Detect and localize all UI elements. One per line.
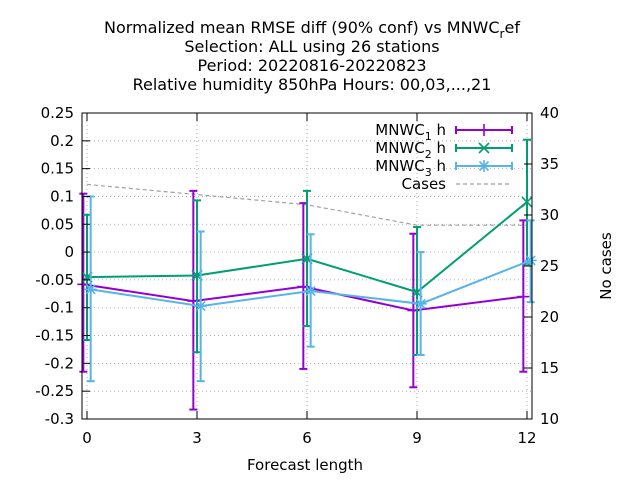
title-line-4: Relative humidity 850hPa Hours: 00,03,..… bbox=[133, 75, 492, 94]
data-point bbox=[478, 160, 490, 172]
data-point bbox=[84, 283, 97, 296]
y2-tick-label: 10 bbox=[540, 410, 559, 428]
y-tick-label: 0.25 bbox=[41, 104, 74, 122]
title-line-3: Period: 20220816-20220823 bbox=[197, 56, 426, 75]
x-tick-label: 0 bbox=[82, 429, 92, 447]
data-point bbox=[521, 196, 533, 208]
y-tick-label: 0.05 bbox=[41, 215, 74, 233]
x-axis-label: Forecast length bbox=[247, 456, 363, 474]
legend-label-2: MNWC2 h bbox=[375, 139, 446, 161]
y2-axis-label: No cases bbox=[597, 232, 615, 300]
y-tick-label: -0.3 bbox=[45, 410, 74, 428]
data-point bbox=[304, 285, 317, 298]
data-point bbox=[517, 290, 530, 303]
data-point bbox=[478, 142, 490, 154]
y-tick-label: -0.2 bbox=[45, 354, 74, 372]
title-line-1: Normalized mean RMSE diff (90% conf) vs … bbox=[104, 18, 520, 41]
y-tick-label: -0.1 bbox=[45, 299, 74, 317]
y-tick-label: -0.25 bbox=[35, 382, 74, 400]
marker-stroke bbox=[415, 298, 426, 309]
legend-label-3: MNWC3 h bbox=[375, 157, 446, 179]
data-point bbox=[524, 254, 537, 267]
marker-stroke bbox=[478, 160, 490, 172]
x-tick-label: 12 bbox=[517, 429, 536, 447]
marker-stroke bbox=[305, 285, 316, 297]
title-line-2: Selection: ALL using 26 stations bbox=[184, 37, 439, 56]
data-point bbox=[194, 300, 207, 313]
series-layer bbox=[77, 138, 537, 411]
y-tick-label: 0.15 bbox=[41, 160, 74, 178]
y2-tick-label: 40 bbox=[540, 104, 559, 122]
data-point bbox=[414, 297, 427, 310]
legend-label-cases: Cases bbox=[401, 175, 446, 193]
y2-tick-label: 15 bbox=[540, 359, 559, 377]
marker-stroke bbox=[521, 196, 533, 208]
marker-stroke bbox=[478, 142, 490, 154]
y-tick-label: 0 bbox=[64, 243, 74, 261]
legend-label-1: MNWC1 h bbox=[375, 121, 446, 143]
marker-stroke bbox=[525, 255, 536, 266]
x-tick-label: 3 bbox=[192, 429, 202, 447]
y2-tick-label: 35 bbox=[540, 155, 559, 173]
y2-tick-label: 20 bbox=[540, 308, 559, 326]
chart-title: Normalized mean RMSE diff (90% conf) vs … bbox=[104, 18, 520, 94]
y2-tick-label: 30 bbox=[540, 206, 559, 224]
y-tick-label: -0.05 bbox=[35, 271, 74, 289]
y-tick-label: 0.2 bbox=[50, 132, 74, 150]
y2-tick-label: 25 bbox=[540, 257, 559, 275]
x-tick-label: 9 bbox=[412, 429, 422, 447]
marker-stroke bbox=[85, 284, 96, 295]
y-tick-label: 0.1 bbox=[50, 187, 74, 205]
series-1 bbox=[77, 189, 530, 411]
series-3 bbox=[84, 195, 537, 383]
series-2 bbox=[81, 138, 533, 357]
x-tick-label: 6 bbox=[302, 429, 312, 447]
axes: 0.25 0.2 0.15 0.1 0.05 0 -0.05 -0.1 -0.15 -0.2 -0.… bbox=[35, 104, 559, 447]
y-tick-label: -0.15 bbox=[35, 327, 74, 345]
data-point bbox=[478, 124, 490, 136]
marker-stroke bbox=[195, 300, 206, 312]
